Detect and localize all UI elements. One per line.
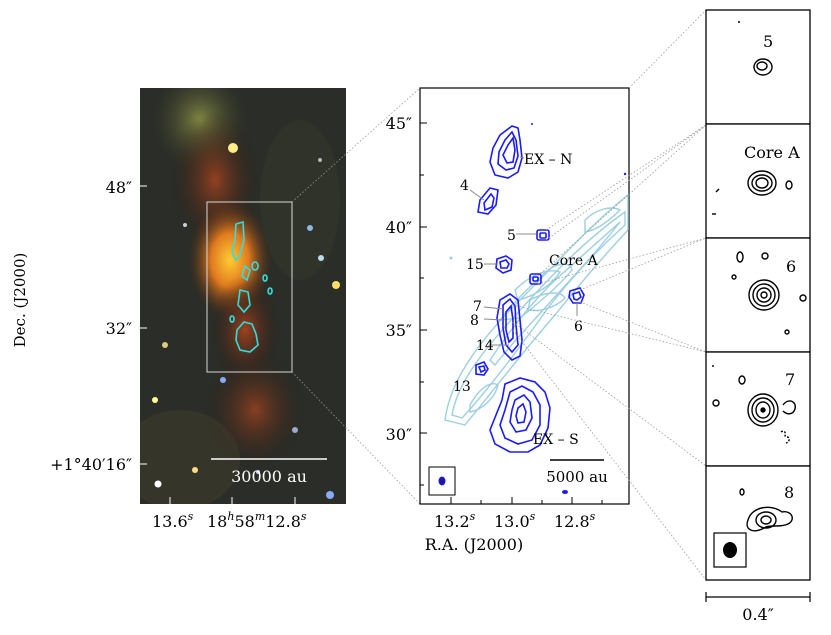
mid-dec-tick-35: 35″ xyxy=(386,321,412,340)
inset-beam-ellipse xyxy=(723,542,737,558)
inset-core-a: Core A xyxy=(705,123,811,239)
zoom-region-box xyxy=(206,201,293,373)
inset-scale-bar xyxy=(705,592,811,602)
middle-contour-panel: EX – N 4 5 15 Core A 7 8 6 14 13 EX – S … xyxy=(419,87,630,505)
beam-box xyxy=(428,466,456,496)
label-14: 14 xyxy=(476,338,494,354)
label-ex-s: EX – S xyxy=(533,432,579,448)
inset-scale-bar-label: 0.4″ xyxy=(742,605,773,624)
label-ex-n: EX – N xyxy=(524,152,572,168)
ra-axis-label: R.A. (J2000) xyxy=(425,535,523,554)
middle-scale-bar-label: 5000 au xyxy=(546,468,608,486)
inset-6: 6 xyxy=(705,237,811,353)
dark-blue-contours xyxy=(475,125,585,453)
source-labels: EX – N 4 5 15 Core A 7 8 6 14 13 EX – S xyxy=(453,152,599,448)
left-tick-marks xyxy=(140,185,296,504)
label-4: 4 xyxy=(460,178,469,194)
left-middle-connectors xyxy=(291,87,421,505)
middle-tick-marks xyxy=(420,122,603,504)
inset-8: 8 xyxy=(705,465,811,581)
label-13: 13 xyxy=(453,379,471,395)
label-15: 15 xyxy=(466,257,484,273)
label-core-a: Core A xyxy=(549,253,599,269)
mid-dec-tick-45: 45″ xyxy=(386,114,412,133)
dec-axis-label: Dec. (J2000) xyxy=(11,253,29,348)
left-image-panel: 30000 au xyxy=(140,88,346,504)
left-dec-tick-32: 32″ xyxy=(106,319,132,338)
label-leaders xyxy=(469,156,578,439)
left-dec-tick-48: 48″ xyxy=(106,178,132,197)
beam-ellipse xyxy=(438,476,446,486)
inset-7: 7 xyxy=(705,351,811,467)
left-ra-tick-center: 18h58m12.8s xyxy=(207,510,307,531)
left-dec-tick-origin: +1°40′16″ xyxy=(50,455,132,474)
label-8: 8 xyxy=(470,313,479,329)
scale-bar-label: 30000 au xyxy=(231,467,307,486)
light-blue-contours xyxy=(444,193,629,426)
mid-dec-tick-40: 40″ xyxy=(386,218,412,237)
inset-column: 5 Core A 6 xyxy=(705,9,811,624)
inset-5: 5 xyxy=(705,9,811,125)
inset-label-5: 5 xyxy=(763,32,773,51)
label-5: 5 xyxy=(507,228,516,244)
middle-inset-connectors xyxy=(512,9,707,581)
inset-label-8: 8 xyxy=(784,483,794,502)
cyan-contours xyxy=(229,220,273,353)
beam-marker xyxy=(154,480,162,488)
inset-label-6: 6 xyxy=(786,257,796,276)
mid-ra-tick-12.8: 12.8s xyxy=(554,510,596,531)
mid-ra-tick-13.0: 13.0s xyxy=(494,510,536,531)
mid-dec-tick-30: 30″ xyxy=(386,425,412,444)
label-7: 7 xyxy=(473,299,482,315)
mid-ra-tick-13.2: 13.2s xyxy=(434,510,476,531)
left-ra-tick-13.6: 13.6s xyxy=(152,510,194,531)
middle-dec-ticks: 45″ 40″ 35″ 30″ xyxy=(386,114,412,444)
inset-label-7: 7 xyxy=(785,370,795,389)
nebula-emission xyxy=(140,88,340,504)
inset-label-core-a: Core A xyxy=(744,143,800,162)
label-6: 6 xyxy=(574,319,583,335)
